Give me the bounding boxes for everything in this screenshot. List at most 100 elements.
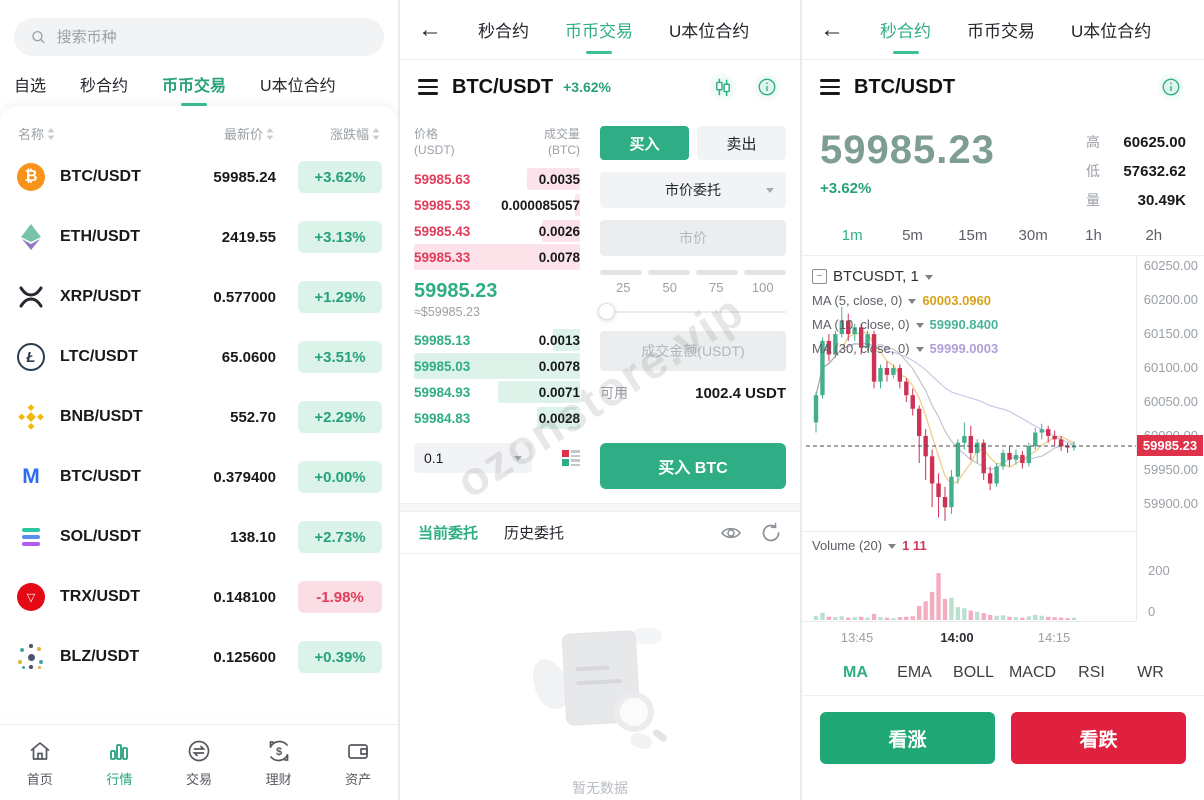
slider-track[interactable] [598,303,786,320]
last-price: 59985.23 [414,280,498,303]
bid-row[interactable]: 59985.13 0.0013 [414,327,580,353]
slider-segments[interactable] [600,270,786,275]
market-tabs: 自选 秒合约 币币交易 U本位合约 [0,66,398,106]
indicator-ma[interactable]: MA [843,664,868,681]
tab-spot-trading[interactable]: 币币交易 [162,72,226,106]
symbol-row: BTC/USDT +3.62% [400,60,800,114]
info-icon[interactable] [752,72,782,102]
nav-assets[interactable]: 资产 [318,725,398,800]
coin-row-blz[interactable]: BLZ/USDT 0.125600 +0.39% [16,627,382,687]
coin-row-trx[interactable]: ▽ TRX/USDT 0.148100 -1.98% [16,567,382,627]
info-icon[interactable] [1156,72,1186,102]
nav-markets[interactable]: 行情 [80,725,160,800]
volume-tick: 200 [1148,563,1170,578]
coin-row-eth[interactable]: ETH/USDT 2419.55 +3.13% [16,207,382,267]
bet-up-button[interactable]: 看涨 [820,712,995,764]
back-arrow[interactable]: ← [820,15,844,43]
indicator-wr[interactable]: WR [1137,664,1164,681]
slider-handle[interactable] [598,303,615,320]
ask-row[interactable]: 59985.63 0.0035 [414,166,580,192]
tf-15m[interactable]: 15m [958,227,988,244]
eye-icon[interactable] [720,522,742,544]
tab-usdt-contract[interactable]: U本位合约 [669,22,750,41]
tab-order-history[interactable]: 历史委托 [504,525,565,542]
indicator-boll[interactable]: BOLL [953,664,994,681]
search-input[interactable] [56,28,368,46]
bet-down-button[interactable]: 看跌 [1011,712,1186,764]
amount-input[interactable] [600,331,786,371]
tab-usdt-contract[interactable]: U本位合约 [260,78,336,95]
change-badge: +3.51% [298,341,382,373]
volume-chart-canvas[interactable] [806,550,1136,620]
refresh-icon[interactable] [760,522,782,544]
exchange-icon [188,740,210,761]
coin-row-xrp[interactable]: XRP/USDT 0.577000 +1.29% [16,267,382,327]
chevron-down-icon [888,544,897,549]
coin-row-sol[interactable]: SOL/USDT 138.10 +2.73% [16,507,382,567]
collapse-icon[interactable]: − [812,268,827,284]
tick-size-select[interactable]: 0.1 [414,443,532,474]
chart-bars-icon [110,743,129,760]
chevron-down-icon[interactable] [924,274,933,280]
sell-tab[interactable]: 卖出 [697,126,786,160]
buy-tab[interactable]: 买入 [600,126,689,160]
tab-open-orders[interactable]: 当前委托 [418,525,479,542]
order-type-select[interactable]: 市价委托 [600,172,786,208]
bid-row[interactable]: 59984.83 0.0028 [414,405,580,431]
trx-coin-icon: ▽ [16,582,46,612]
menu-icon[interactable] [820,79,840,95]
ask-row[interactable]: 59985.43 0.0026 [414,218,580,244]
coin-row-bnb[interactable]: BNB/USDT 552.70 +2.29% [16,387,382,447]
tf-2h[interactable]: 2h [1145,227,1163,244]
dollar-refresh-icon: $ [269,740,288,761]
tab-usdt-contract[interactable]: U本位合约 [1071,22,1152,41]
btc-coin-icon: ₿ [16,162,46,192]
coin-price: 2419.55 [221,228,276,246]
depth-view-icon[interactable] [562,450,580,467]
kline-chart-icon[interactable] [708,72,738,102]
coin-row-btc[interactable]: ₿ BTC/USDT 59985.24 +3.62% [16,147,382,207]
tf-1m[interactable]: 1m [841,227,863,244]
coin-symbol: BLZ/USDT [60,648,140,665]
coin-row-ltc[interactable]: Ł LTC/USDT 65.0600 +3.51% [16,327,382,387]
ask-row[interactable]: 59985.53 0.000085057 [414,192,580,218]
back-arrow[interactable]: ← [418,15,442,43]
ma10-legend[interactable]: MA (10, close, 0) 59990.8400 [812,316,999,332]
ma5-legend[interactable]: MA (5, close, 0) 60003.0960 [812,292,991,308]
coin-row-btc-2[interactable]: M BTC/USDT 0.379400 +0.00% [16,447,382,507]
ma30-legend[interactable]: MA (30, close, 0) 59999.0003 [812,340,999,356]
menu-icon[interactable] [418,79,438,95]
volume-legend[interactable]: Volume (20) 1 11 [812,538,927,553]
price-chart-canvas[interactable] [806,256,1136,531]
tab-favorites[interactable]: 自选 [14,78,47,95]
column-change[interactable]: 涨跌幅 [274,124,380,143]
tab-spot-trading[interactable]: 币币交易 [967,22,1035,41]
indicator-ema[interactable]: EMA [897,664,932,681]
bid-row[interactable]: 59985.03 0.0078 [414,353,580,380]
volume-pane[interactable]: Volume (20) 1 11 [802,531,1136,621]
tf-5m[interactable]: 5m [902,227,923,244]
indicator-rsi[interactable]: RSI [1078,664,1105,681]
change-badge: +3.13% [298,221,382,253]
search-input-wrap[interactable] [14,18,384,56]
tf-30m[interactable]: 30m [1018,227,1048,244]
pair-name: BTC/USDT [854,75,956,98]
change-badge: +2.29% [298,401,382,433]
tab-seconds-contract[interactable]: 秒合约 [478,22,529,41]
ask-row[interactable]: 59985.33 0.0078 [414,244,580,271]
nav-finance[interactable]: $ 理财 [239,725,319,800]
column-name[interactable]: 名称 [18,124,154,143]
column-price[interactable]: 最新价 [154,124,274,143]
indicator-macd[interactable]: MACD [1008,664,1057,681]
tf-1h[interactable]: 1h [1085,227,1102,244]
price-pane[interactable]: − BTCUSDT, 1 MA (5, close, 0) 60003.0960… [802,256,1136,531]
tab-seconds-contract[interactable]: 秒合约 [80,78,129,95]
tab-spot-trading[interactable]: 币币交易 [565,0,633,60]
chevron-down-icon [908,298,917,304]
nav-trade[interactable]: 交易 [159,725,239,800]
tab-seconds-contract[interactable]: 秒合约 [880,0,931,60]
coin-symbol: BTC/USDT [60,468,141,485]
bid-row[interactable]: 59984.93 0.0071 [414,379,580,405]
nav-home[interactable]: 首页 [0,725,80,800]
buy-btc-button[interactable]: 买入 BTC [600,443,786,489]
